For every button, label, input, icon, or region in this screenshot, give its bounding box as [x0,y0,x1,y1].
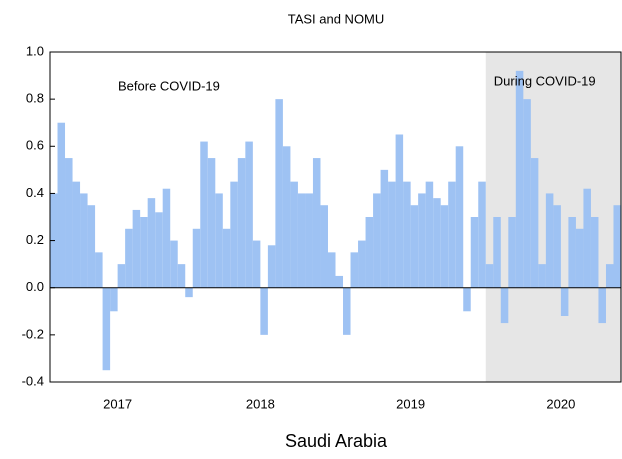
bar [215,193,223,288]
bar [365,217,374,288]
bar [260,287,268,335]
bar [605,264,614,288]
bar [358,240,366,288]
bar [162,188,171,288]
bar [237,158,246,288]
bar [493,217,501,288]
bar [508,217,516,288]
chart-title: TASI and NOMU [288,11,385,26]
y-tick-label: 0.6 [26,138,44,153]
bar [613,205,621,288]
bar [515,70,524,288]
bar [373,193,381,288]
bar [463,287,471,312]
bar [125,228,133,288]
bar [455,146,464,288]
bar [290,181,298,288]
y-tick-label: -0.2 [22,326,44,341]
bar [110,287,118,312]
bar [207,158,216,288]
bar [117,264,126,288]
x-tick-label: 2018 [246,396,275,411]
bar [192,228,201,288]
bar [395,134,404,288]
bar [65,158,73,288]
bar [185,287,193,298]
bar [575,228,584,288]
bar [485,264,494,288]
bar [132,209,141,288]
bar [545,193,554,288]
bar [155,212,163,288]
bar [320,205,328,288]
bar [538,264,546,288]
bar [222,228,231,288]
bar [267,245,276,288]
bar [312,158,321,288]
bar [95,252,103,288]
bar [177,264,186,288]
bar [147,198,156,288]
bar [200,141,208,288]
bar [170,240,178,288]
bar [590,217,599,288]
y-tick-label: 0.0 [26,279,44,294]
bar [57,122,66,288]
x-tick-label: 2020 [546,396,575,411]
y-tick-label: 0.8 [26,91,44,106]
bar [245,141,253,288]
bar [410,205,419,288]
bar [275,99,283,288]
y-tick-label: 0.2 [26,232,44,247]
x-tick-label: 2019 [396,396,425,411]
bar [87,205,96,288]
bar [433,198,441,288]
bar [327,252,336,288]
annotation: During COVID-19 [494,73,596,88]
bar [530,158,539,288]
y-tick-label: 1.0 [26,43,44,58]
bar [80,193,88,288]
bar [560,287,569,316]
bar [297,193,306,288]
bar [403,181,411,288]
bar [140,217,148,288]
bar [343,287,351,335]
bar [418,193,426,288]
bar [568,217,576,288]
y-tick-label: -0.4 [22,373,44,388]
bar [470,217,479,288]
bar [425,181,434,288]
bar [252,240,261,288]
bar [388,181,396,288]
bar [500,287,509,324]
annotation: Before COVID-19 [118,78,220,93]
bar [598,287,606,324]
bar [448,181,456,288]
bar [230,181,238,288]
bar [380,169,389,288]
bar [335,275,344,288]
y-tick-label: 0.4 [26,185,44,200]
bar [553,205,561,288]
bar [523,99,531,288]
bar [478,181,486,288]
bar [440,205,449,288]
bar [72,181,81,288]
plot-frame [49,51,622,383]
bar [350,252,359,288]
bar [282,146,291,288]
x-axis-label: Saudi Arabia [285,431,388,451]
x-tick-label: 2017 [103,396,132,411]
bar [583,188,591,288]
bar [102,287,111,371]
bar [305,193,313,288]
